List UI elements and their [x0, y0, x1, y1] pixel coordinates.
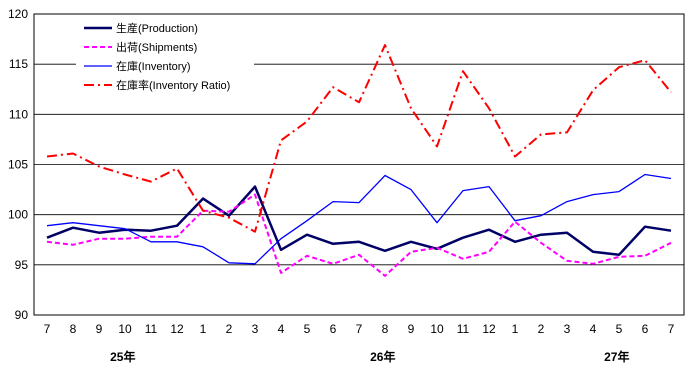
- series-line-3: [46, 44, 672, 233]
- y-tick-label: 115: [9, 57, 28, 71]
- x-tick-label: 6: [330, 322, 337, 336]
- legend-label: 生産(Production): [116, 21, 198, 35]
- x-tick-label: 8: [70, 322, 77, 336]
- y-axis-ticks: 90 95 100 105 110 115 120: [8, 7, 28, 322]
- x-tick-label: 1: [512, 322, 519, 336]
- series-line-0: [46, 185, 672, 257]
- x-tick-label: 12: [170, 322, 184, 336]
- x-tick-label: 5: [616, 322, 623, 336]
- x-tick-label: 7: [668, 322, 675, 336]
- x-tick-label: 3: [252, 322, 259, 336]
- series-line-2: [46, 173, 672, 265]
- y-tick-label: 120: [8, 7, 28, 21]
- x-tick-label: 3: [564, 322, 571, 336]
- x-tick-label: 11: [145, 322, 158, 336]
- year-label: 25年: [110, 349, 135, 364]
- x-tick-label: 9: [96, 322, 103, 336]
- x-tick-label: 10: [118, 322, 132, 336]
- legend: 生産(Production) 出荷(Shipments) 在庫(Inventory)…: [76, 16, 254, 96]
- legend-label: 在庫率(Inventory Ratio): [116, 78, 230, 92]
- y-tick-label: 105: [8, 158, 28, 172]
- x-tick-label: 4: [278, 322, 285, 336]
- x-tick-label: 9: [408, 322, 415, 336]
- series-line-1: [46, 193, 672, 277]
- x-tick-label: 11: [457, 322, 470, 336]
- x-tick-label: 5: [304, 322, 311, 336]
- x-tick-label: 7: [356, 322, 363, 336]
- x-tick-label: 1: [200, 322, 207, 336]
- x-tick-label: 2: [226, 322, 233, 336]
- legend-box: [76, 16, 254, 96]
- x-tick-label: 10: [430, 322, 444, 336]
- y-tick-label: 90: [15, 308, 29, 322]
- series-lines: [46, 44, 672, 277]
- legend-label: 在庫(Inventory): [116, 59, 191, 73]
- x-tick-label: 2: [538, 322, 545, 336]
- y-tick-label: 110: [9, 107, 28, 121]
- x-tick-label: 7: [44, 322, 51, 336]
- year-label: 26年: [370, 349, 395, 364]
- x-tick-label: 6: [642, 322, 649, 336]
- x-tick-label: 4: [590, 322, 597, 336]
- x-tick-label: 8: [382, 322, 389, 336]
- x-tick-label: 12: [482, 322, 496, 336]
- year-label: 27年: [604, 349, 629, 364]
- plot-area-frame: [33, 13, 685, 316]
- y-tick-label: 95: [15, 258, 29, 272]
- y-tick-label: 100: [8, 208, 28, 222]
- legend-label: 出荷(Shipments): [116, 40, 197, 54]
